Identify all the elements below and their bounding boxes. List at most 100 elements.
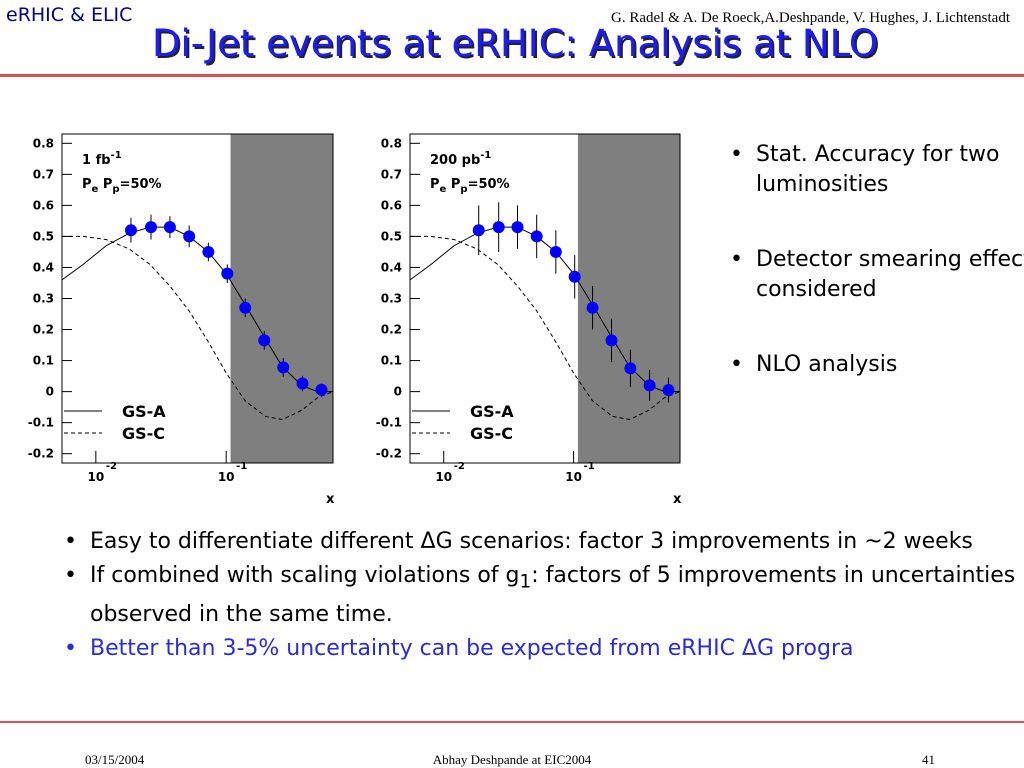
annotation-text: P bbox=[82, 177, 92, 192]
data-point bbox=[277, 361, 290, 374]
data-point bbox=[296, 377, 309, 390]
y-tick-label: 0 bbox=[46, 385, 54, 399]
bullet: Stat. Accuracy for two luminosities bbox=[730, 140, 1024, 200]
bullet-text: Easy to differentiate different ΔG scena… bbox=[90, 529, 973, 554]
x-tick-label: 10 bbox=[565, 470, 582, 484]
y-tick-label: 0.6 bbox=[33, 198, 54, 212]
x-tick-label: 10 bbox=[218, 470, 235, 484]
bullets: Easy to differentiate different ΔG scena… bbox=[62, 525, 1024, 665]
x-axis-label: x bbox=[326, 492, 335, 507]
data-point bbox=[124, 224, 137, 237]
bullet-text: If combined with scaling violations of g bbox=[90, 562, 520, 588]
data-point bbox=[568, 270, 581, 283]
x-axis-label: x bbox=[673, 492, 682, 507]
data-point bbox=[643, 379, 656, 392]
plot-frame bbox=[409, 133, 681, 464]
curve bbox=[410, 235, 681, 421]
annotation-sub: e bbox=[440, 184, 447, 195]
footer-date: 03/15/2004 bbox=[85, 752, 145, 767]
annotation-sub: p bbox=[460, 184, 467, 195]
data-point bbox=[221, 267, 234, 280]
x-tick-exponent: -2 bbox=[106, 461, 117, 472]
y-tick-label: 0.3 bbox=[381, 292, 402, 306]
legend-label: GS-C bbox=[122, 424, 165, 443]
bullet: Better than 3-5% uncertainty can be expe… bbox=[64, 632, 1024, 666]
plots: 0.80.70.60.50.40.30.20.10-0.1-0.210-210-… bbox=[28, 133, 682, 507]
y-tick-label: 0.6 bbox=[381, 198, 402, 212]
annotation-sup: -1 bbox=[480, 150, 491, 161]
side-bullets: Stat. Accuracy for two luminosities Dete… bbox=[728, 140, 1024, 425]
data-point bbox=[239, 301, 252, 314]
bullet-text: : factors of 5 improvements in uncertain… bbox=[90, 562, 1016, 628]
y-tick-label: 0 bbox=[394, 385, 402, 399]
x-tick-label: 10 bbox=[87, 470, 104, 484]
y-tick-label: -0.2 bbox=[28, 447, 54, 461]
data-point bbox=[605, 334, 618, 347]
data-point bbox=[586, 301, 599, 314]
data-point bbox=[530, 230, 543, 243]
y-tick-label: -0.1 bbox=[28, 416, 54, 430]
annotation: Pe Pp=50% bbox=[430, 177, 510, 195]
x-tick-exponent: -1 bbox=[584, 461, 595, 472]
annotation: 200 pb-1 bbox=[430, 150, 491, 168]
y-tick-label: 0.4 bbox=[33, 260, 54, 274]
footer-center: Abhay Deshpande at EIC2004 bbox=[432, 752, 592, 767]
annotation-sub: p bbox=[112, 184, 119, 195]
bullet: Detector smearing effects considered bbox=[730, 245, 1024, 305]
header-rule bbox=[0, 74, 1024, 77]
y-tick-label: 0.5 bbox=[381, 229, 402, 243]
data-point bbox=[511, 221, 524, 234]
legend-label: GS-A bbox=[470, 402, 514, 421]
annotation-text: =50% bbox=[468, 177, 510, 192]
y-tick-label: 0.8 bbox=[33, 136, 54, 150]
y-tick-label: 0.2 bbox=[33, 323, 54, 337]
page-number: 41 bbox=[922, 752, 935, 767]
y-tick-label: 0.5 bbox=[33, 229, 54, 243]
data-point bbox=[315, 383, 328, 396]
y-tick-label: 0.2 bbox=[381, 323, 402, 337]
y-tick-label: 0.1 bbox=[33, 354, 54, 368]
header-tag: eRHIC & ELIC bbox=[6, 4, 133, 26]
legend-label: GS-A bbox=[122, 402, 166, 421]
bullet: Easy to differentiate different ΔG scena… bbox=[64, 525, 1024, 559]
annotation-sup: -1 bbox=[111, 150, 122, 161]
plot-frame bbox=[61, 133, 334, 464]
x-tick-exponent: -1 bbox=[236, 461, 247, 472]
legend-label: GS-C bbox=[470, 424, 513, 443]
x-tick-label: 10 bbox=[435, 470, 452, 484]
bullet: If combined with scaling violations of g… bbox=[64, 559, 1024, 632]
y-tick-label: 0.7 bbox=[33, 167, 54, 181]
data-point bbox=[662, 384, 675, 397]
annotation-text: =50% bbox=[120, 177, 162, 192]
y-tick-label: 0.8 bbox=[381, 136, 402, 150]
bullet: NLO analysis bbox=[730, 350, 1024, 380]
y-tick-label: -0.1 bbox=[376, 416, 402, 430]
annotation: 1 fb-1 bbox=[82, 150, 122, 168]
annotation-sub: e bbox=[92, 184, 99, 195]
annotation-text: P bbox=[446, 177, 460, 192]
data-point bbox=[258, 334, 271, 347]
data-point bbox=[472, 224, 485, 237]
subscript: 1 bbox=[519, 570, 532, 592]
y-tick-label: 0.3 bbox=[33, 292, 54, 306]
data-point bbox=[163, 221, 176, 234]
y-tick-label: -0.2 bbox=[376, 447, 402, 461]
y-tick-label: 0.1 bbox=[381, 354, 402, 368]
bullet-text: Better than 3-5% uncertainty can be expe… bbox=[90, 635, 854, 661]
annotation-text: 200 pb bbox=[430, 153, 480, 168]
x-tick-exponent: -2 bbox=[454, 461, 465, 472]
annotation-text: P bbox=[430, 177, 440, 192]
shaded-region bbox=[577, 134, 680, 463]
data-point bbox=[145, 221, 158, 234]
data-point bbox=[183, 230, 196, 243]
data-point bbox=[624, 362, 637, 375]
footer-rule bbox=[0, 721, 1024, 723]
authors: G. Radel & A. De Roeck,A.Deshpande, V. H… bbox=[611, 10, 1010, 26]
annotation-text: P bbox=[98, 177, 112, 192]
data-point bbox=[202, 245, 215, 258]
data-point bbox=[549, 245, 562, 258]
data-point bbox=[492, 221, 505, 234]
annotation-text: 1 fb bbox=[82, 153, 111, 168]
y-tick-label: 0.7 bbox=[381, 167, 402, 181]
